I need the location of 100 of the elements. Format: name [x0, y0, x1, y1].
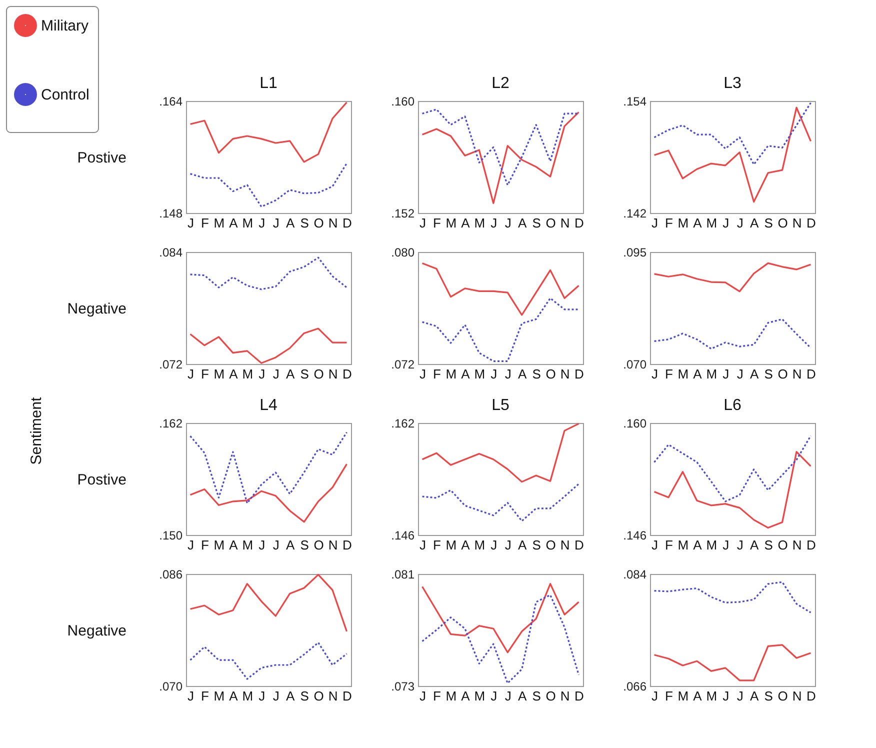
x-tick-label: O: [314, 366, 324, 382]
x-tick-label: J: [490, 216, 498, 230]
x-tick-label: S: [532, 366, 542, 382]
line-series: [653, 581, 812, 614]
x-tick-label: A: [518, 216, 527, 230]
line-series: [421, 483, 580, 522]
x-tick-label: S: [764, 688, 774, 704]
x-tick-label: M: [242, 538, 254, 552]
x-tick-label: S: [532, 216, 542, 230]
x-tick-label: M: [214, 688, 225, 704]
x-tick-label: D: [342, 538, 352, 552]
y-axis-title: Negative: [67, 300, 126, 318]
line-series: [421, 108, 580, 186]
x-tick-label: S: [300, 366, 310, 382]
x-tick-label: S: [532, 538, 542, 552]
legend-label: Control: [41, 86, 90, 104]
x-tick-label: F: [665, 688, 674, 704]
chart-title: L3: [724, 75, 742, 92]
x-tick-label: A: [693, 538, 702, 552]
x-tick-label: N: [328, 366, 338, 382]
x-tick-label: S: [300, 538, 310, 552]
x-tick-label: S: [764, 366, 774, 382]
x-tick-label: D: [342, 366, 352, 382]
x-tick-label: J: [420, 366, 426, 382]
x-tick-label: J: [258, 366, 266, 382]
x-tick-label: J: [272, 538, 280, 552]
x-tick-label: A: [518, 688, 527, 704]
x-tick-label: J: [490, 538, 498, 552]
x-tick-label: M: [242, 366, 254, 382]
x-tick-label: N: [560, 688, 570, 704]
x-tick-label: J: [258, 538, 266, 552]
legend-label: Military: [41, 18, 89, 34]
x-tick-label: M: [242, 216, 254, 230]
y-tick-label: .086: [159, 568, 183, 582]
y-tick-label: .072: [391, 358, 415, 372]
line-series: [421, 583, 580, 654]
x-tick-label: J: [258, 688, 266, 704]
x-tick-label: J: [188, 538, 194, 552]
x-tick-label: A: [461, 538, 470, 552]
y-tick-label: .070: [159, 680, 183, 694]
x-tick-label: J: [272, 366, 280, 382]
x-tick-label: F: [665, 538, 674, 552]
x-tick-label: D: [806, 366, 816, 382]
y-tick-label: .142: [623, 206, 647, 220]
line-series: [189, 463, 348, 523]
y-tick-label: .146: [623, 528, 647, 542]
y-tick-label: .148: [159, 206, 183, 220]
x-tick-label: F: [433, 366, 442, 382]
line-series: [421, 422, 580, 483]
x-tick-label: A: [518, 366, 527, 382]
x-tick-label: D: [806, 538, 816, 552]
x-tick-label: S: [300, 216, 310, 230]
y-tick-label: .150: [159, 528, 183, 542]
x-tick-label: D: [806, 688, 816, 704]
x-tick-label: J: [722, 366, 730, 382]
x-tick-label: N: [328, 216, 338, 230]
x-tick-label: O: [778, 688, 788, 704]
line-series: [189, 256, 348, 290]
x-tick-label: A: [750, 538, 759, 552]
x-tick-label: D: [342, 688, 352, 704]
line-series: [421, 594, 580, 684]
x-tick-label: F: [201, 688, 210, 704]
line-series: [189, 574, 348, 632]
line-series: [653, 451, 812, 529]
x-tick-label: D: [574, 688, 584, 704]
y-tick-label: .160: [623, 416, 647, 430]
y-tick-label: .070: [623, 358, 647, 372]
x-tick-label: J: [272, 688, 280, 704]
x-tick-label: M: [706, 688, 718, 704]
x-tick-label: A: [229, 538, 238, 552]
x-tick-label: J: [722, 538, 730, 552]
y-tick-label: .073: [391, 680, 415, 694]
x-tick-label: J: [736, 538, 744, 552]
x-tick-label: M: [474, 688, 486, 704]
x-tick-label: A: [229, 688, 238, 704]
x-tick-label: A: [286, 366, 295, 382]
x-tick-label: J: [652, 688, 658, 704]
x-tick-label: F: [201, 366, 210, 382]
x-tick-label: J: [652, 216, 658, 230]
x-tick-label: M: [474, 538, 486, 552]
x-tick-label: O: [546, 688, 556, 704]
line-series: [653, 644, 812, 682]
y-axis-title: Postive: [77, 472, 126, 488]
chart-title: L4: [260, 397, 278, 414]
y-tick-label: .152: [391, 206, 415, 220]
x-tick-label: A: [286, 688, 295, 704]
line-series: [653, 102, 812, 166]
x-tick-label: M: [214, 538, 225, 552]
x-tick-label: F: [665, 216, 674, 230]
line-series: [653, 106, 812, 203]
x-tick-label: J: [272, 216, 280, 230]
x-tick-label: S: [764, 216, 774, 230]
x-tick-label: M: [446, 366, 457, 382]
x-tick-label: J: [258, 216, 266, 230]
x-tick-label: O: [314, 538, 324, 552]
line-series: [189, 328, 348, 364]
x-tick-label: D: [342, 216, 352, 230]
line-series: [653, 435, 812, 502]
x-tick-label: O: [778, 538, 788, 552]
x-tick-label: N: [560, 366, 570, 382]
